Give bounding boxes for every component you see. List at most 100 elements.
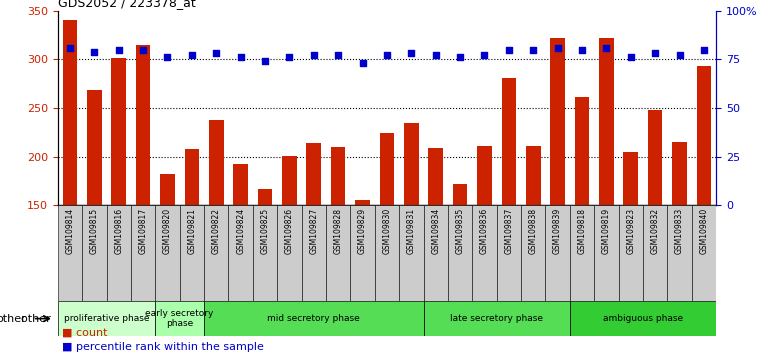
Bar [253,205,277,301]
Point [673,53,685,58]
Bar [472,205,497,301]
Bar [424,205,448,301]
Text: GSM109839: GSM109839 [553,208,562,255]
Point [112,47,125,52]
Bar [106,205,131,301]
Point [478,53,490,58]
Bar [594,205,618,301]
Text: other: other [21,314,54,324]
Bar [204,205,229,301]
Point [210,51,223,56]
Point [430,53,442,58]
Bar [179,205,204,301]
Bar [282,156,296,205]
Text: GSM109817: GSM109817 [139,208,148,254]
Point [307,53,320,58]
Bar [326,205,350,301]
Bar [209,120,223,205]
Bar [453,184,467,205]
Text: early secretory
phase: early secretory phase [146,309,214,328]
Bar [551,38,565,205]
Text: GSM109826: GSM109826 [285,208,294,254]
Bar [350,205,375,301]
Text: GSM109828: GSM109828 [333,208,343,254]
Bar [501,78,516,205]
Bar [599,38,614,205]
Text: GSM109824: GSM109824 [236,208,245,254]
Text: GSM109840: GSM109840 [699,208,708,255]
Bar [87,91,102,205]
Bar [477,146,492,205]
Point [64,45,76,50]
Bar [380,133,394,205]
Text: GSM109832: GSM109832 [651,208,660,254]
Text: GSM109835: GSM109835 [456,208,464,255]
Text: GSM109821: GSM109821 [187,208,196,254]
Point [551,45,564,50]
Text: GSM109827: GSM109827 [310,208,318,254]
Point [649,51,661,56]
Text: GSM109833: GSM109833 [675,208,684,255]
Bar [156,205,179,301]
Bar [58,301,156,336]
Text: GSM109829: GSM109829 [358,208,367,254]
Point [88,48,100,54]
Point [357,60,369,66]
Text: GSM109818: GSM109818 [578,208,587,254]
Bar [521,205,545,301]
Text: GSM109823: GSM109823 [626,208,635,254]
Bar [570,301,716,336]
Text: late secretory phase: late secretory phase [450,314,543,323]
Point [405,51,417,56]
Point [137,47,149,52]
Bar [355,200,370,205]
Bar [62,21,77,205]
Point [601,45,613,50]
Bar [526,146,541,205]
Bar [428,148,443,205]
Bar [156,301,204,336]
Bar [331,147,346,205]
Text: GSM109825: GSM109825 [260,208,269,254]
Point [332,53,344,58]
Text: GSM109831: GSM109831 [407,208,416,254]
Text: GSM109816: GSM109816 [114,208,123,254]
Bar [691,205,716,301]
Bar [277,205,302,301]
Point [527,47,539,52]
Bar [624,152,638,205]
Point [624,55,637,60]
Text: other: other [0,314,26,324]
Point [283,55,296,60]
Bar [204,301,424,336]
Point [380,53,393,58]
Bar [160,174,175,205]
Text: GSM109834: GSM109834 [431,208,440,255]
Bar [424,301,570,336]
Text: GDS2052 / 223378_at: GDS2052 / 223378_at [58,0,196,10]
Bar [697,66,711,205]
Bar [58,205,82,301]
Bar [668,205,691,301]
Text: ■ count: ■ count [62,328,107,338]
Bar [618,205,643,301]
Text: ambiguous phase: ambiguous phase [603,314,683,323]
Bar [497,205,521,301]
Text: GSM109815: GSM109815 [90,208,99,254]
Bar [545,205,570,301]
Point [234,55,246,60]
Bar [574,97,589,205]
Text: GSM109830: GSM109830 [383,208,391,255]
Point [698,47,710,52]
Text: GSM109837: GSM109837 [504,208,514,255]
Text: GSM109819: GSM109819 [602,208,611,254]
Bar [233,164,248,205]
Bar [448,205,472,301]
Text: proliferative phase: proliferative phase [64,314,149,323]
Text: GSM109822: GSM109822 [212,208,221,254]
Point [454,55,466,60]
Bar [229,205,253,301]
Bar [136,45,150,205]
Text: GSM109820: GSM109820 [163,208,172,254]
Text: mid secretory phase: mid secretory phase [267,314,360,323]
